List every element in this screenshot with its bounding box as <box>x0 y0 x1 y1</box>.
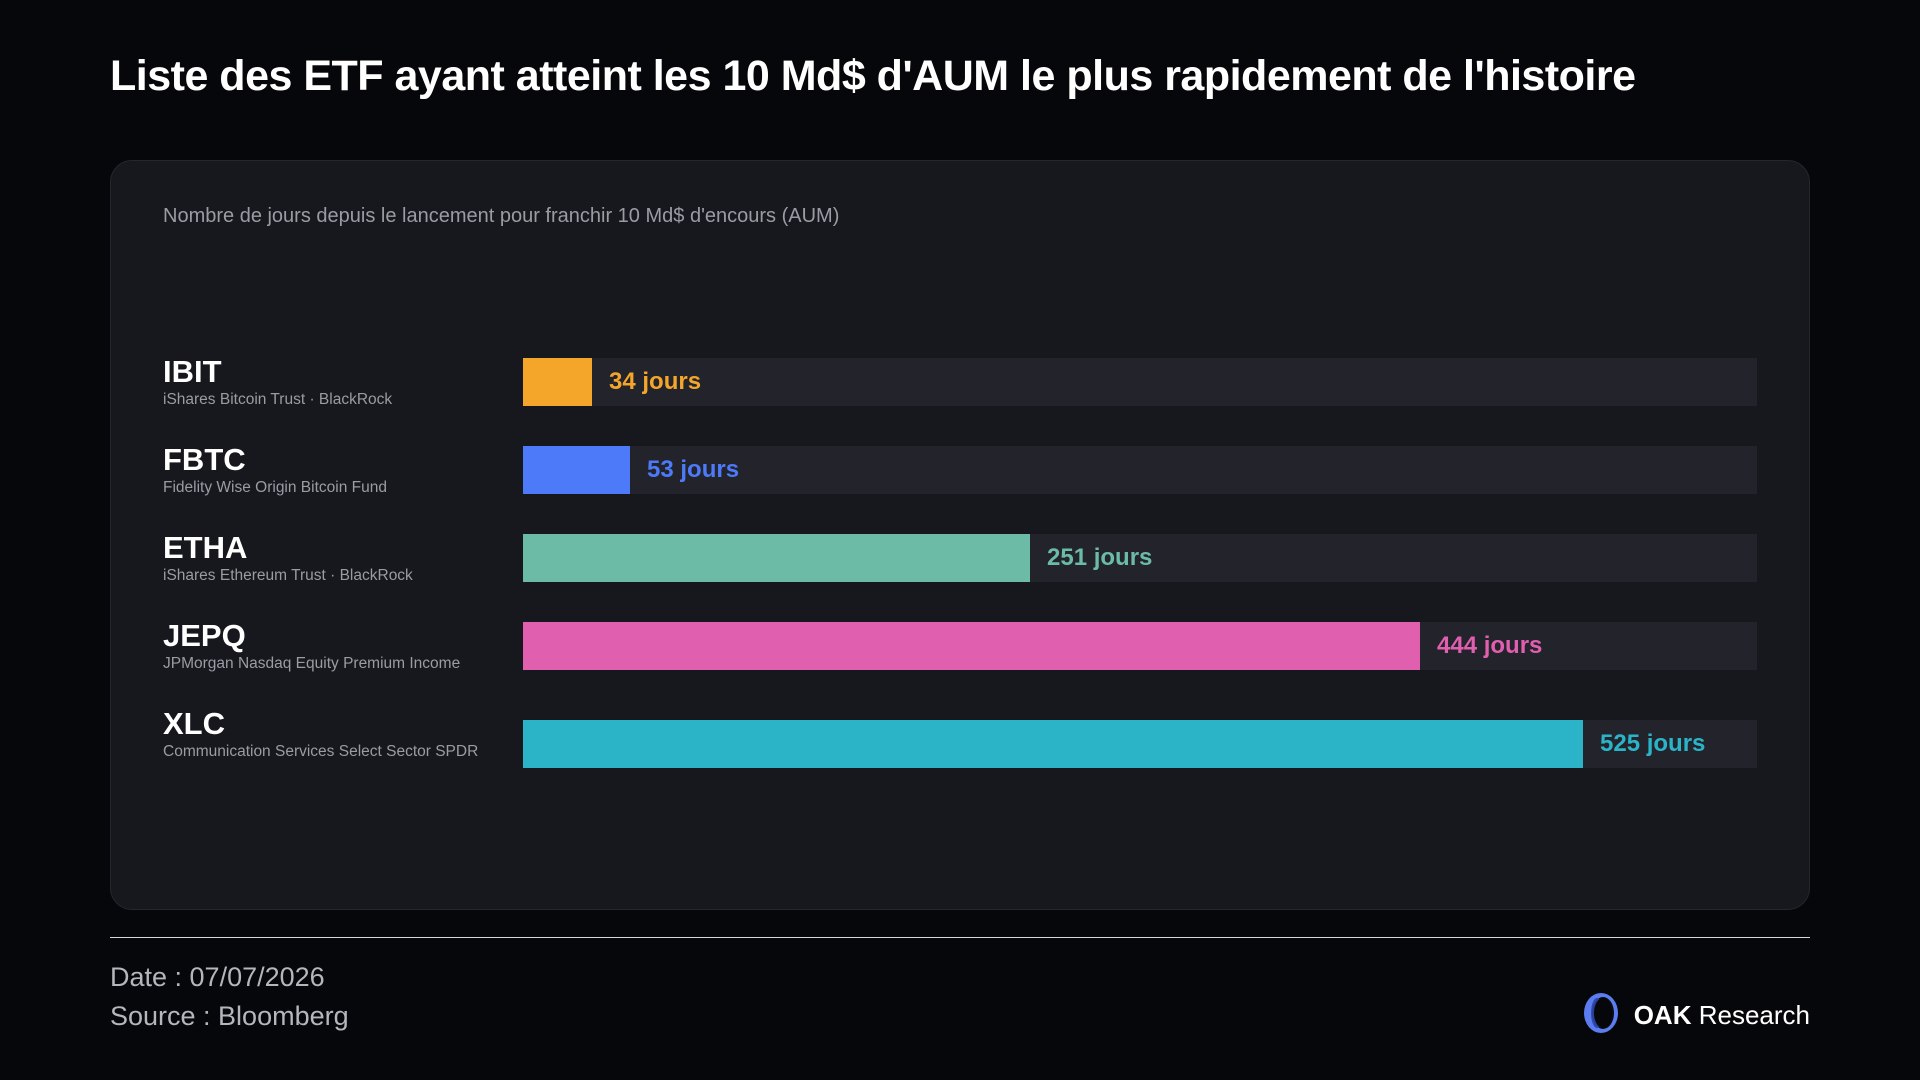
etf-description: Fidelity Wise Origin Bitcoin Fund <box>163 479 387 496</box>
bar-etha <box>523 534 1030 582</box>
footer-date: Date : 07/07/2026 <box>110 962 325 992</box>
bar-xlc <box>523 720 1583 768</box>
bar-value-label: 251 jours <box>1047 544 1153 571</box>
bar-value-label: 444 jours <box>1437 632 1543 659</box>
bar-track: 34 jours <box>523 358 1757 406</box>
etf-description: JPMorgan Nasdaq Equity Premium Income <box>163 655 461 672</box>
bar-track: 251 jours <box>523 534 1757 582</box>
page-title: Liste des ETF ayant atteint les 10 Md$ d… <box>110 52 1636 100</box>
bar-track: 525 jours <box>523 720 1757 768</box>
bar-value-label: 525 jours <box>1600 730 1706 757</box>
brand-name-rest: Research <box>1698 999 1810 1030</box>
chart-subtitle: Nombre de jours depuis le lancement pour… <box>163 205 840 227</box>
bar-jepq <box>523 622 1420 670</box>
etf-description: Communication Services Select Sector SPD… <box>163 743 479 760</box>
etf-description: iShares Bitcoin Trust · BlackRock <box>163 391 393 408</box>
etf-ticker: XLC <box>163 706 225 741</box>
etf-ticker: IBIT <box>163 354 222 389</box>
bar-track: 53 jours <box>523 446 1757 494</box>
etf-ticker: FBTC <box>163 442 246 477</box>
bar-rows: IBIT iShares Bitcoin Trust · BlackRock 34 … <box>111 161 1809 909</box>
bar-value-label: 34 jours <box>609 368 702 395</box>
footer-divider <box>110 937 1810 938</box>
etf-ticker: JEPQ <box>163 618 246 653</box>
bar-ibit <box>523 358 592 406</box>
brand: OAK Research <box>1582 992 1810 1039</box>
oak-research-logo-icon <box>1582 992 1620 1039</box>
brand-name: OAK Research <box>1634 1000 1810 1031</box>
bar-track: 444 jours <box>523 622 1757 670</box>
footer-source: Source : Bloomberg <box>110 1001 349 1031</box>
bar-fbtc <box>523 446 630 494</box>
brand-name-bold: OAK <box>1633 999 1692 1030</box>
etf-ticker: ETHA <box>163 530 248 565</box>
bar-value-label: 53 jours <box>647 456 740 483</box>
etf-description: iShares Ethereum Trust · BlackRock <box>163 567 413 584</box>
chart-card: Nombre de jours depuis le lancement pour… <box>110 160 1810 910</box>
